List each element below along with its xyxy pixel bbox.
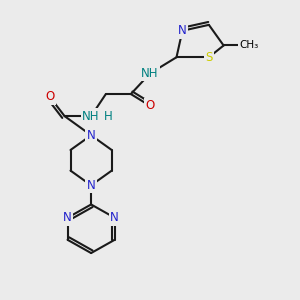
Text: NH: NH — [82, 110, 100, 123]
Text: CH₃: CH₃ — [239, 40, 258, 50]
Text: N: N — [110, 211, 119, 224]
Text: O: O — [146, 99, 154, 112]
Text: N: N — [63, 211, 72, 224]
Text: N: N — [87, 129, 95, 142]
Text: H: H — [103, 110, 112, 123]
Text: N: N — [87, 179, 95, 192]
Text: NH: NH — [141, 67, 159, 80]
Text: O: O — [45, 91, 55, 103]
Text: S: S — [205, 51, 213, 64]
Text: N: N — [178, 24, 187, 37]
